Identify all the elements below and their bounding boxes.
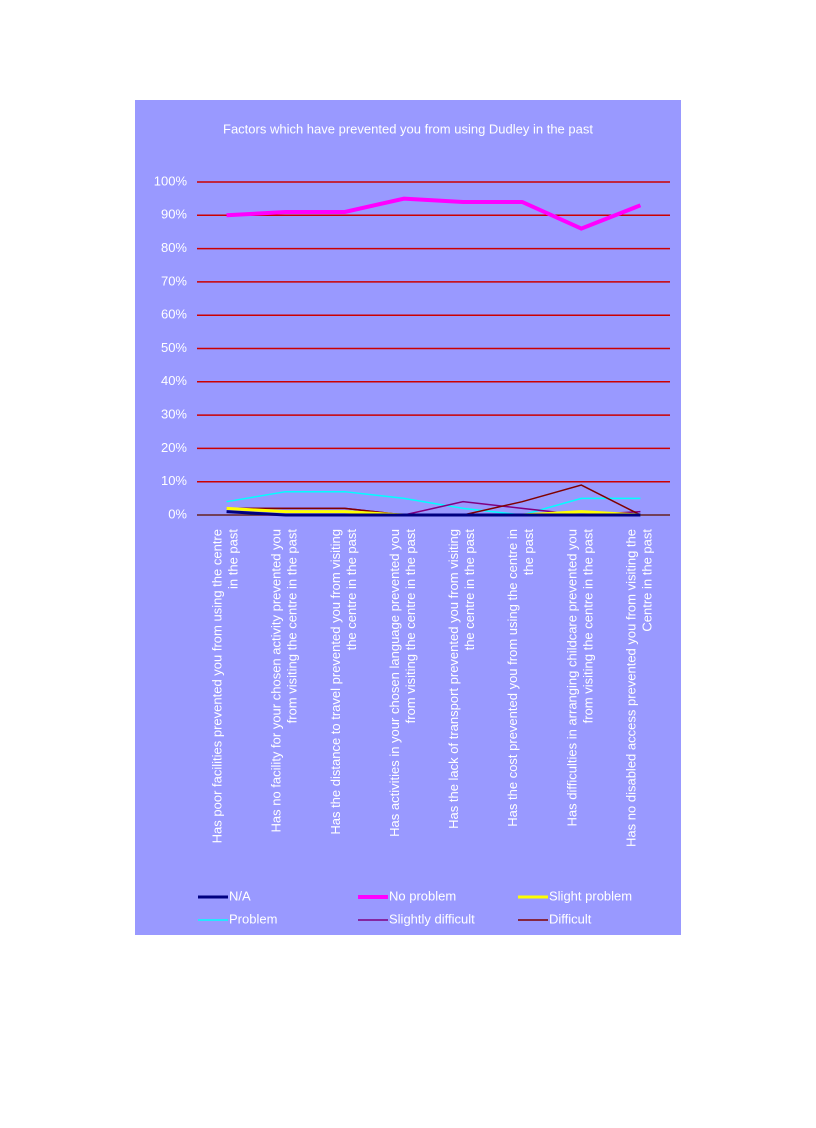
series-line [226,510,641,517]
legend-label: Difficult [549,911,592,926]
x-tick-label-line: Has activities in your chosen language p… [387,529,402,837]
x-tick-label-line: from visiting the centre in the past [403,529,418,724]
y-tick-label: 10% [161,473,187,488]
x-tick-label-line: Has difficulties in arranging childcare … [565,529,580,826]
x-tick-label: Has the lack of transport prevented you … [447,529,478,829]
y-tick-label: 70% [161,273,187,288]
y-tick-label: 60% [161,307,187,322]
y-tick-label: 50% [161,340,187,355]
legend-label: N/A [229,888,251,903]
x-tick-label-line: from visiting the centre in the past [581,529,596,724]
x-tick-label-line: the past [522,529,537,576]
x-tick-label-line: Has no disabled access prevented you fro… [624,529,639,847]
x-tick-label-line: Has the distance to travel prevented you… [328,529,343,835]
series-line [226,196,642,231]
x-tick-label-line: Has the lack of transport prevented you … [447,529,462,829]
legend-label: Slight problem [549,888,632,903]
y-tick-label: 90% [161,207,187,222]
y-tick-label: 30% [161,407,187,422]
y-tick-label: 0% [168,506,187,521]
x-tick-label-line: from visiting the centre in the past [285,529,300,724]
x-tick-label: Has no disabled access prevented you fro… [624,529,655,847]
chart-area [135,100,681,935]
x-tick-label-line: Centre in the past [640,529,655,632]
legend-label: Slightly difficult [389,911,475,926]
y-tick-label: 20% [161,440,187,455]
chart-title: Factors which have prevented you from us… [223,121,593,136]
y-tick-label: 100% [154,173,188,188]
x-tick-label-line: in the past [226,529,241,589]
series-line [226,490,641,516]
x-tick-label: Has poor facilities prevented you from u… [210,529,241,844]
legend-label: No problem [389,888,456,903]
y-tick-label: 40% [161,373,187,388]
x-tick-label-line: the centre in the past [463,529,478,651]
x-tick-label-line: Has the cost prevented you from using th… [506,529,521,827]
x-tick-label: Has the cost prevented you from using th… [506,529,537,827]
x-tick-label-line: Has no facility for your chosen activity… [269,529,284,832]
legend-label: Problem [229,911,277,926]
x-tick-label-line: the centre in the past [344,529,359,651]
x-tick-label-line: Has poor facilities prevented you from u… [210,529,225,843]
x-tick-label: Has activities in your chosen language p… [387,529,418,837]
y-tick-label: 80% [161,240,187,255]
x-tick-label: Has no facility for your chosen activity… [269,529,300,833]
x-tick-label: Has the distance to travel prevented you… [328,529,359,835]
x-tick-label: Has difficulties in arranging childcare … [565,529,596,827]
